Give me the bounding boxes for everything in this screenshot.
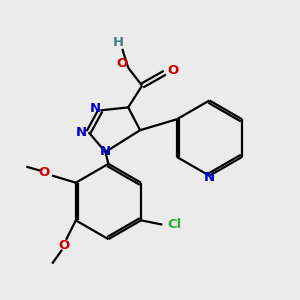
Text: O: O — [117, 57, 128, 70]
Text: H: H — [113, 37, 124, 50]
Text: O: O — [167, 64, 178, 77]
Text: Cl: Cl — [167, 218, 182, 231]
Text: O: O — [58, 239, 70, 252]
Text: N: N — [204, 171, 215, 184]
Text: N: N — [90, 102, 101, 115]
Text: O: O — [38, 166, 50, 179]
Text: N: N — [76, 126, 87, 139]
Text: N: N — [100, 146, 111, 158]
